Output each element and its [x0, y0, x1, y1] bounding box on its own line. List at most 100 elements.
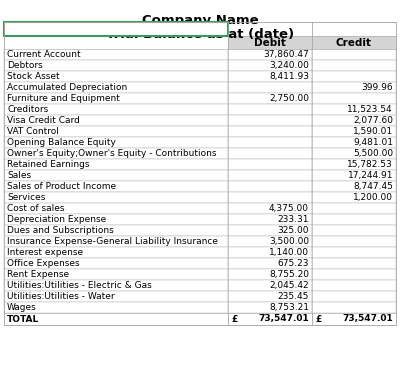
- Bar: [228, 181, 312, 192]
- Bar: [228, 247, 312, 258]
- Bar: [312, 22, 396, 36]
- Bar: [4, 148, 228, 159]
- Bar: [312, 313, 396, 325]
- Text: Office Expenses: Office Expenses: [7, 259, 80, 268]
- Bar: [312, 71, 396, 82]
- Bar: [312, 60, 396, 71]
- Text: Utilities:Utilities - Electric & Gas: Utilities:Utilities - Electric & Gas: [7, 281, 152, 290]
- Bar: [4, 115, 228, 126]
- Bar: [228, 22, 312, 36]
- Bar: [228, 192, 312, 203]
- Text: 5,500.00: 5,500.00: [353, 149, 393, 158]
- Bar: [228, 280, 312, 291]
- Text: 11,523.54: 11,523.54: [347, 105, 393, 114]
- Text: Rent Expense: Rent Expense: [7, 270, 69, 279]
- Bar: [228, 313, 312, 325]
- Text: Sales of Product Income: Sales of Product Income: [7, 182, 116, 191]
- Text: Owner's Equity;Owner's Equity - Contributions: Owner's Equity;Owner's Equity - Contribu…: [7, 149, 216, 158]
- Text: 73,547.01: 73,547.01: [258, 314, 309, 324]
- Text: 37,860.47: 37,860.47: [263, 50, 309, 59]
- Bar: [312, 170, 396, 181]
- Text: VAT Control: VAT Control: [7, 127, 59, 136]
- Bar: [4, 236, 228, 247]
- Bar: [4, 181, 228, 192]
- Bar: [4, 291, 228, 302]
- Bar: [4, 313, 228, 325]
- Bar: [228, 104, 312, 115]
- Text: 3,500.00: 3,500.00: [269, 237, 309, 246]
- Text: Insurance Expense-General Liability Insurance: Insurance Expense-General Liability Insu…: [7, 237, 218, 246]
- Bar: [4, 22, 228, 36]
- Bar: [312, 192, 396, 203]
- Bar: [4, 36, 228, 49]
- Bar: [312, 36, 396, 49]
- Text: 325.00: 325.00: [278, 226, 309, 235]
- Text: Opening Balance Equity: Opening Balance Equity: [7, 138, 116, 147]
- Text: 2,750.00: 2,750.00: [269, 94, 309, 103]
- Text: Retained Earnings: Retained Earnings: [7, 160, 90, 169]
- Text: 8,755.20: 8,755.20: [269, 270, 309, 279]
- Bar: [312, 181, 396, 192]
- Bar: [4, 93, 228, 104]
- Text: Interest expense: Interest expense: [7, 248, 83, 257]
- Text: 399.96: 399.96: [361, 83, 393, 92]
- Bar: [312, 49, 396, 60]
- Bar: [228, 214, 312, 225]
- Text: Cost of sales: Cost of sales: [7, 204, 64, 213]
- Text: Visa Credit Card: Visa Credit Card: [7, 116, 80, 125]
- Bar: [312, 236, 396, 247]
- Text: 8,747.45: 8,747.45: [353, 182, 393, 191]
- Bar: [4, 214, 228, 225]
- Text: Dues and Subscriptions: Dues and Subscriptions: [7, 226, 114, 235]
- Bar: [228, 60, 312, 71]
- Text: Current Account: Current Account: [7, 50, 81, 59]
- Bar: [228, 126, 312, 137]
- Text: 1,200.00: 1,200.00: [353, 193, 393, 202]
- Bar: [4, 71, 228, 82]
- Text: 73,547.01: 73,547.01: [342, 314, 393, 324]
- Bar: [228, 159, 312, 170]
- Text: 4,375.00: 4,375.00: [269, 204, 309, 213]
- Bar: [4, 192, 228, 203]
- Text: Creditors: Creditors: [7, 105, 48, 114]
- Bar: [312, 247, 396, 258]
- Bar: [312, 302, 396, 313]
- Text: Stock Asset: Stock Asset: [7, 72, 60, 81]
- Bar: [4, 60, 228, 71]
- Bar: [228, 82, 312, 93]
- Bar: [312, 291, 396, 302]
- Text: 17,244.91: 17,244.91: [348, 171, 393, 180]
- Bar: [4, 280, 228, 291]
- Bar: [4, 82, 228, 93]
- Text: Sales: Sales: [7, 171, 31, 180]
- Text: Accumulated Depreciation: Accumulated Depreciation: [7, 83, 127, 92]
- Text: £: £: [315, 314, 321, 324]
- Bar: [4, 104, 228, 115]
- Bar: [312, 82, 396, 93]
- Text: Services: Services: [7, 193, 45, 202]
- Bar: [228, 291, 312, 302]
- Bar: [312, 104, 396, 115]
- Bar: [4, 159, 228, 170]
- Text: Company Name: Company Name: [142, 14, 258, 27]
- Bar: [228, 302, 312, 313]
- Text: 675.23: 675.23: [278, 259, 309, 268]
- Bar: [312, 214, 396, 225]
- Bar: [4, 225, 228, 236]
- Text: 233.31: 233.31: [278, 215, 309, 224]
- Text: 1,140.00: 1,140.00: [269, 248, 309, 257]
- Bar: [228, 203, 312, 214]
- Bar: [4, 126, 228, 137]
- Bar: [312, 115, 396, 126]
- Bar: [228, 49, 312, 60]
- Bar: [228, 148, 312, 159]
- Bar: [4, 22, 396, 325]
- Bar: [312, 126, 396, 137]
- Bar: [312, 258, 396, 269]
- Text: 9,481.01: 9,481.01: [353, 138, 393, 147]
- Bar: [4, 247, 228, 258]
- Text: Furniture and Equipment: Furniture and Equipment: [7, 94, 120, 103]
- Bar: [312, 225, 396, 236]
- Bar: [4, 137, 228, 148]
- Bar: [312, 93, 396, 104]
